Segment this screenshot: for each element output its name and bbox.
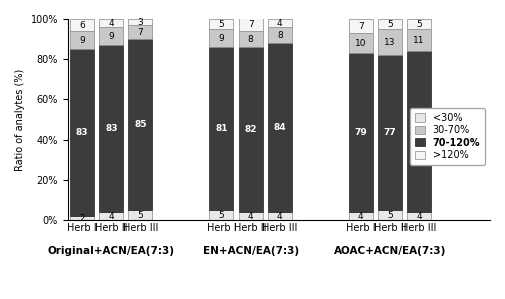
Bar	[99, 45, 123, 212]
Bar	[128, 210, 153, 220]
Text: 77: 77	[383, 128, 396, 137]
Legend: <30%, 30-70%, 70-120%, >120%: <30%, 30-70%, 70-120%, >120%	[411, 108, 485, 165]
Text: 4: 4	[109, 212, 114, 221]
Text: 5: 5	[387, 19, 393, 28]
Bar	[99, 19, 123, 27]
Text: 11: 11	[413, 36, 425, 45]
Text: 85: 85	[134, 120, 147, 129]
Text: 4: 4	[358, 212, 364, 221]
Bar	[407, 51, 431, 212]
Text: 80: 80	[413, 127, 425, 136]
Bar	[407, 19, 431, 29]
Bar	[99, 212, 123, 220]
Bar	[128, 25, 153, 39]
Bar	[349, 33, 373, 53]
Bar	[378, 29, 402, 55]
Bar	[268, 19, 292, 27]
Bar	[268, 27, 292, 43]
Text: 82: 82	[244, 125, 257, 134]
Bar	[349, 53, 373, 212]
Bar	[349, 212, 373, 220]
Bar	[268, 43, 292, 212]
Text: 6: 6	[79, 21, 85, 30]
Text: 9: 9	[219, 33, 224, 43]
Bar	[378, 210, 402, 220]
Bar	[70, 19, 94, 31]
Text: 4: 4	[277, 212, 283, 221]
Text: AOAC+ACN/EA(7:3): AOAC+ACN/EA(7:3)	[334, 246, 446, 256]
Text: 13: 13	[384, 38, 395, 47]
Text: 4: 4	[248, 212, 254, 221]
Text: 2: 2	[79, 214, 85, 223]
Bar	[70, 31, 94, 49]
Text: 10: 10	[355, 39, 367, 48]
Bar	[268, 212, 292, 220]
Text: 5: 5	[416, 19, 422, 28]
Bar	[239, 17, 263, 31]
Bar	[70, 49, 94, 216]
Text: EN+ACN/EA(7:3): EN+ACN/EA(7:3)	[203, 246, 298, 256]
Text: 9: 9	[79, 36, 85, 45]
Text: 5: 5	[219, 19, 224, 28]
Text: 8: 8	[277, 30, 283, 39]
Text: Original+ACN/EA(7:3): Original+ACN/EA(7:3)	[48, 246, 175, 256]
Bar	[378, 55, 402, 210]
Bar	[407, 212, 431, 220]
Bar	[210, 47, 233, 210]
Bar	[407, 29, 431, 51]
Text: 4: 4	[277, 19, 283, 28]
Text: 81: 81	[215, 124, 228, 133]
Text: 3: 3	[137, 18, 143, 27]
Text: 4: 4	[416, 212, 422, 221]
Text: 8: 8	[248, 35, 254, 44]
Y-axis label: Ratio of analytes (%): Ratio of analytes (%)	[15, 68, 25, 171]
Bar	[99, 27, 123, 45]
Text: 83: 83	[105, 124, 118, 133]
Bar	[378, 19, 402, 29]
Bar	[70, 216, 94, 220]
Bar	[128, 19, 153, 25]
Bar	[210, 210, 233, 220]
Bar	[349, 19, 373, 33]
Text: 83: 83	[76, 128, 88, 137]
Text: 84: 84	[273, 123, 286, 132]
Bar	[210, 29, 233, 47]
Bar	[128, 39, 153, 210]
Bar	[239, 31, 263, 47]
Text: 7: 7	[137, 28, 143, 36]
Bar	[239, 212, 263, 220]
Text: 5: 5	[387, 210, 393, 220]
Text: 7: 7	[248, 19, 254, 28]
Text: 4: 4	[109, 19, 114, 28]
Text: 7: 7	[358, 22, 364, 30]
Text: 79: 79	[355, 128, 367, 137]
Bar	[239, 47, 263, 212]
Bar	[210, 19, 233, 29]
Text: 9: 9	[109, 32, 114, 41]
Text: 5: 5	[219, 210, 224, 220]
Text: 5: 5	[137, 210, 143, 220]
